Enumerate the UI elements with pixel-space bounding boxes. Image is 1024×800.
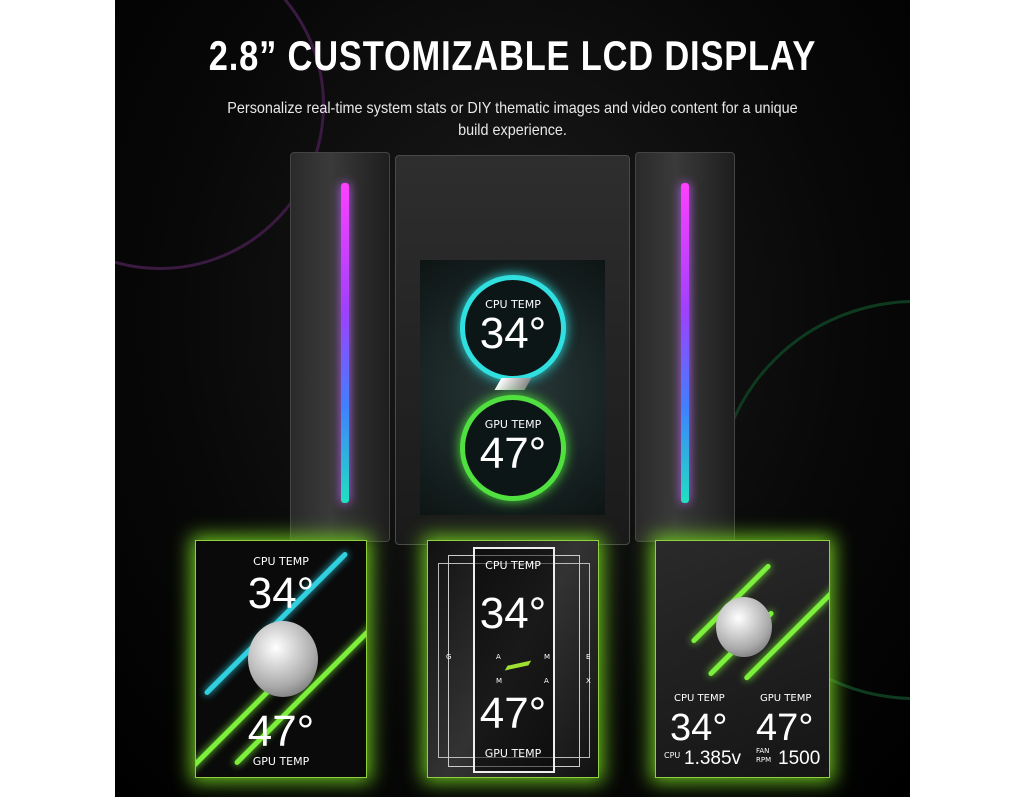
page-title: 2.8” CUSTOMIZABLE LCD DISPLAY [208,32,817,79]
cpu-temp-value: 34° [670,707,728,749]
subtitle: Personalize real-time system stats or DI… [155,98,871,142]
theme-card-3: CPU TEMP GPU TEMP 34° 47° CPU 1.385v FAN… [655,540,830,778]
logo-icon [494,378,532,390]
brand-letter: E [586,653,591,661]
cpu-temp-label: CPU TEMP [253,555,309,568]
brand-letter: M [544,653,551,661]
gpu-temp-ring: GPU TEMP 47° [460,395,566,501]
brand-letter: A [544,677,549,685]
gpu-temp-label: GPU TEMP [252,755,310,768]
cpu-temp-value: 34° [247,569,315,618]
cpu-temp-value: 34° [479,309,547,358]
fan-rpm-value: 1500 [778,748,821,769]
subtitle-line: Personalize real-time system stats or DI… [227,100,798,117]
lion-logo-icon [716,597,772,657]
gpu-temp-value: 47° [247,707,315,756]
gpu-temp-label: GPU TEMP [484,747,542,760]
rpm-small-label: RPM [756,756,772,764]
rgb-strip [341,183,349,503]
brand-letter: X [586,677,591,685]
lion-logo-icon [248,621,318,697]
theme-card-1: CPU TEMP 34° 47° GPU TEMP [195,540,367,778]
brand-letter: G [446,653,452,661]
subtitle-line: build experience. [458,122,567,139]
cpu-temp-label: CPU TEMP [485,559,541,572]
rgb-strip [681,183,689,503]
cpu-voltage-value: 1.385v [684,748,742,769]
brand-letter: M [496,677,503,685]
product-banner: 2.8” CUSTOMIZABLE LCD DISPLAY Personaliz… [115,0,910,797]
cpu-temp-label: CPU TEMP [674,693,725,704]
brand-letter: A [496,653,501,661]
lcd-screen: CPU TEMP 34° GPU TEMP 47° [420,260,605,515]
gpu-temp-value: 47° [756,707,814,749]
decor-frame [473,547,555,773]
cpu-temp-label: CPU TEMP [485,298,541,311]
fan-small-label: FAN [756,747,770,755]
theme-card-2: CPU TEMP 34° G A M E M A X 47° GPU TEMP [427,540,599,778]
cpu-temp-value: 34° [479,589,547,638]
gpu-temp-label: GPU TEMP [484,418,542,431]
gpu-temp-label: GPU TEMP [760,693,812,704]
right-fan [635,152,735,542]
left-fan [290,152,390,542]
gpu-temp-value: 47° [479,429,547,478]
cpu-temp-ring: CPU TEMP 34° [460,275,566,381]
gpu-temp-value: 47° [479,689,547,738]
cpu-small-label: CPU [664,751,681,760]
